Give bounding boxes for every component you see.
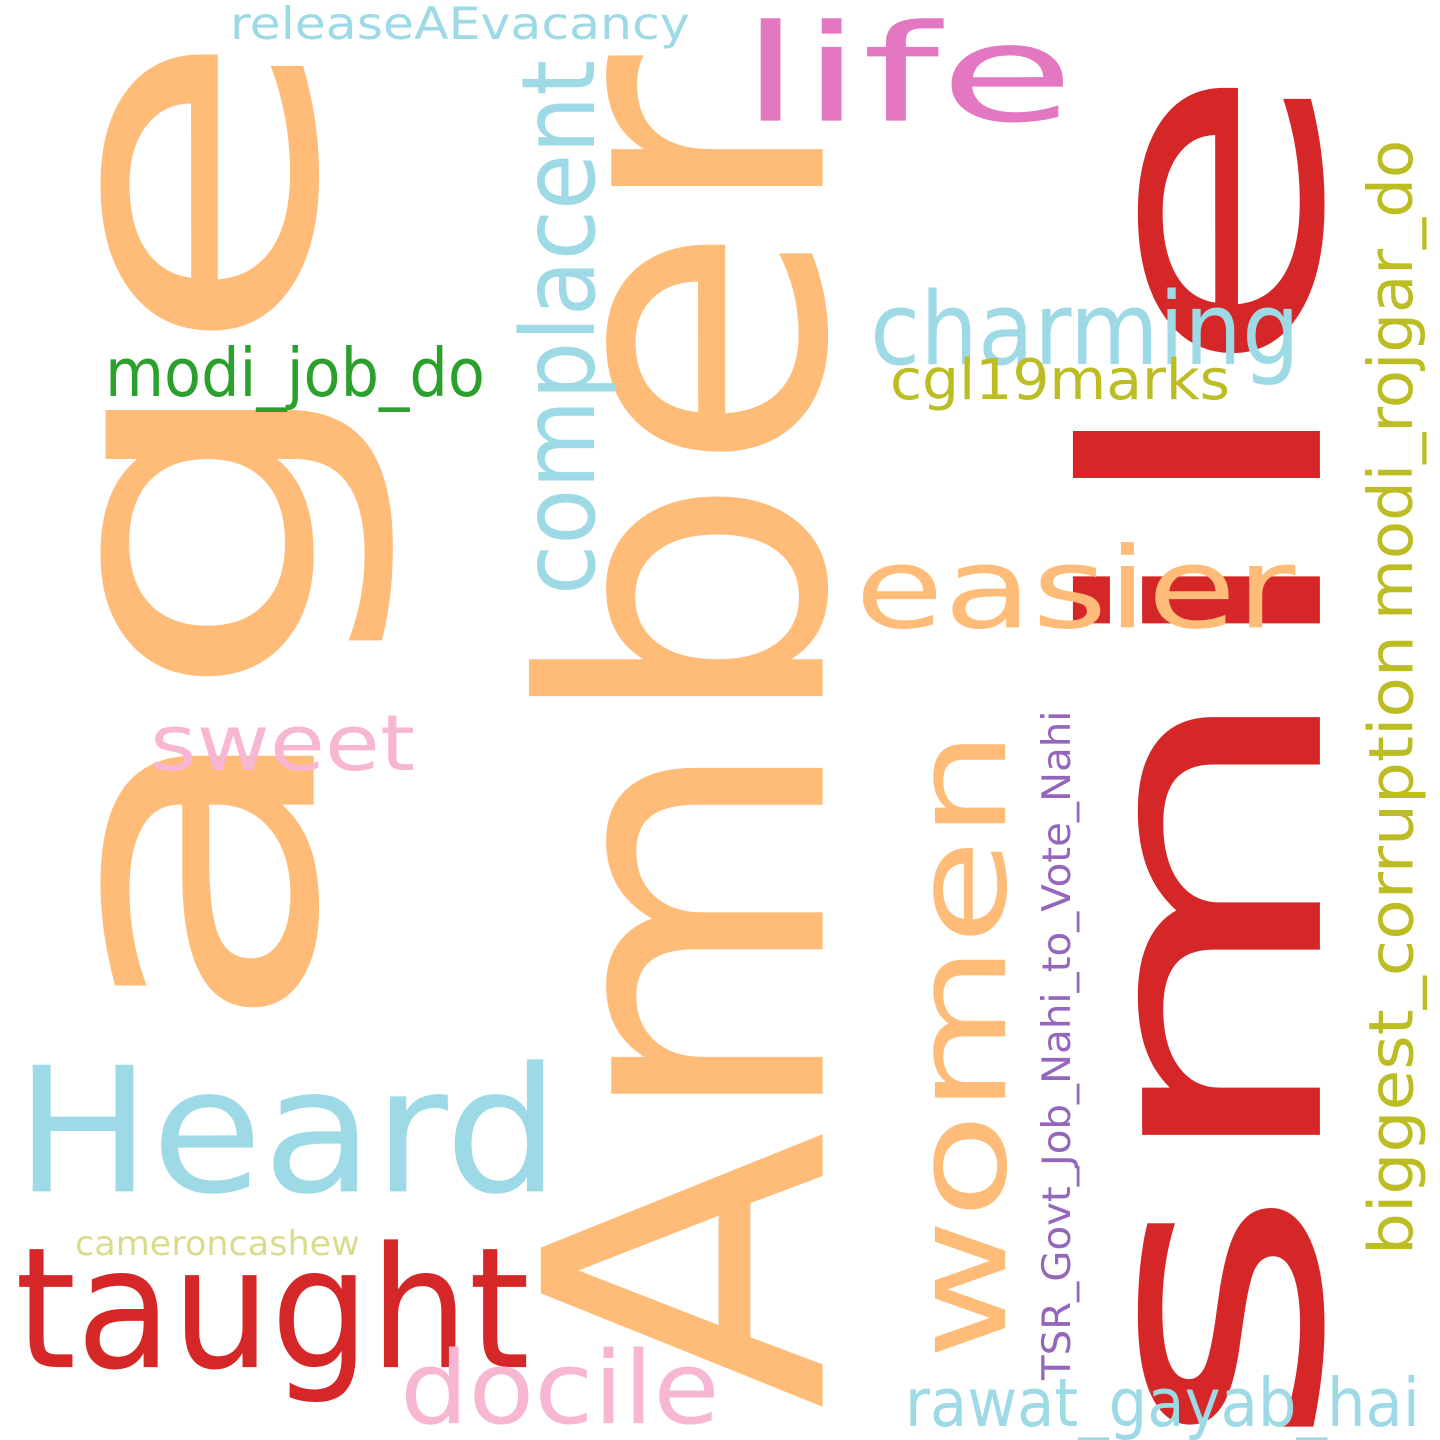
word-age: age <box>0 25 404 1040</box>
word-smile: smile <box>1018 60 1398 1440</box>
word-life: life <box>740 0 1075 153</box>
word-modi-job-do: modi_job_do <box>105 335 485 413</box>
word-cgl19marks: cgl19marks <box>890 346 1231 413</box>
word-tsr-govt-job: TSR_Govt_Job_Nahi_to_Vote_Nahi <box>1034 710 1080 1381</box>
word-heard: Heard <box>15 1030 560 1233</box>
word-release-ae-vacancy: releaseAEvacancy <box>230 0 690 50</box>
word-rawat-gayab-hai: rawat_gayab_hai <box>905 1364 1420 1440</box>
word-charming: charming <box>870 270 1300 389</box>
word-easier: easier <box>855 523 1296 655</box>
word-modi-rojgar-do: modi_rojgar_do <box>1355 139 1427 620</box>
word-complacent: complacent <box>500 59 619 595</box>
word-taught: taught <box>15 1210 530 1407</box>
word-sweet: sweet <box>150 698 416 789</box>
word-biggest-corruption: biggest_corruption <box>1355 635 1428 1255</box>
word-women: women <box>886 729 1036 1360</box>
word-docile: docile <box>400 1330 720 1440</box>
word-cameroncashew: cameroncashew <box>75 1225 360 1264</box>
